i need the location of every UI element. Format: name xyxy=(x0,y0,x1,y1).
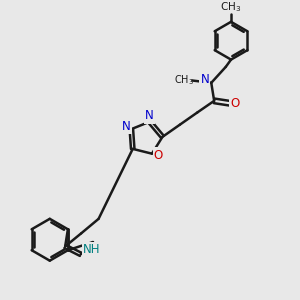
Text: NH: NH xyxy=(83,243,100,256)
Text: N: N xyxy=(122,120,130,133)
Text: CH$_3$: CH$_3$ xyxy=(220,0,242,14)
Text: N: N xyxy=(200,74,209,86)
Text: O: O xyxy=(230,97,239,110)
Text: N: N xyxy=(145,110,154,122)
Text: O: O xyxy=(154,148,163,162)
Text: CH$_3$: CH$_3$ xyxy=(174,73,194,87)
